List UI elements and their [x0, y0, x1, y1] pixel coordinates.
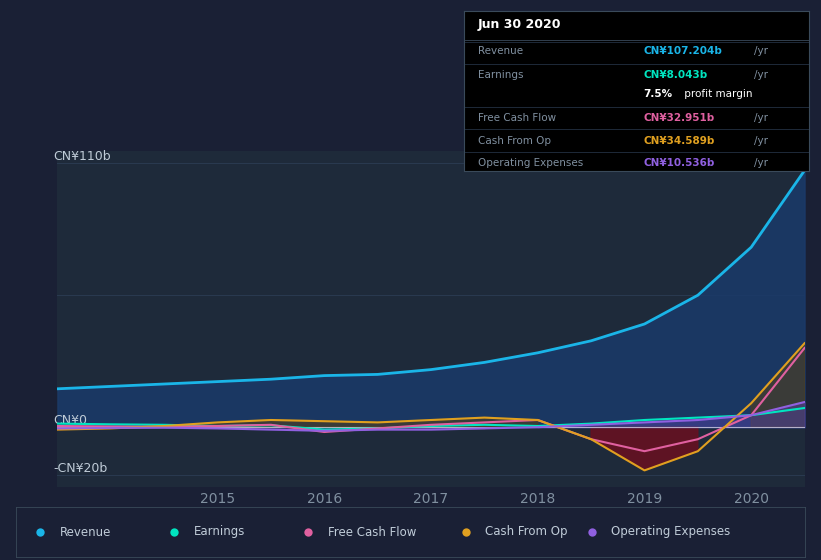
Text: 7.5%: 7.5% [643, 90, 672, 100]
Text: /yr: /yr [754, 46, 768, 57]
Text: /yr: /yr [754, 136, 768, 146]
Text: Operating Expenses: Operating Expenses [478, 158, 583, 168]
Text: -CN¥20b: -CN¥20b [53, 462, 108, 475]
Text: CN¥107.204b: CN¥107.204b [643, 46, 722, 57]
Text: /yr: /yr [754, 70, 768, 80]
Text: Earnings: Earnings [194, 525, 245, 539]
Text: Free Cash Flow: Free Cash Flow [478, 113, 556, 123]
Text: Revenue: Revenue [60, 525, 111, 539]
Text: Cash From Op: Cash From Op [478, 136, 551, 146]
Text: CN¥34.589b: CN¥34.589b [643, 136, 714, 146]
Text: CN¥110b: CN¥110b [53, 150, 112, 163]
Text: Revenue: Revenue [478, 46, 523, 57]
Text: Jun 30 2020: Jun 30 2020 [478, 17, 562, 31]
Text: Free Cash Flow: Free Cash Flow [328, 525, 416, 539]
Text: profit margin: profit margin [681, 90, 753, 100]
Text: /yr: /yr [754, 158, 768, 168]
Text: CN¥8.043b: CN¥8.043b [643, 70, 708, 80]
Text: CN¥0: CN¥0 [53, 414, 88, 427]
Text: CN¥10.536b: CN¥10.536b [643, 158, 714, 168]
Text: Earnings: Earnings [478, 70, 523, 80]
Text: CN¥32.951b: CN¥32.951b [643, 113, 714, 123]
Text: Cash From Op: Cash From Op [485, 525, 568, 539]
Text: Operating Expenses: Operating Expenses [612, 525, 731, 539]
Text: /yr: /yr [754, 113, 768, 123]
